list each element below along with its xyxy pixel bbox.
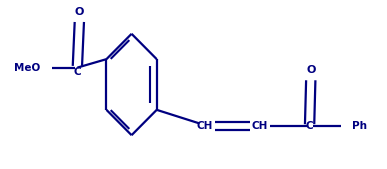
- Text: O: O: [306, 65, 315, 75]
- Text: C: C: [74, 67, 81, 77]
- Text: CH: CH: [252, 121, 268, 131]
- Text: C: C: [306, 121, 313, 131]
- Text: O: O: [75, 7, 84, 17]
- Text: Ph: Ph: [352, 121, 367, 131]
- Text: CH: CH: [197, 121, 213, 131]
- Text: MeO: MeO: [14, 63, 41, 73]
